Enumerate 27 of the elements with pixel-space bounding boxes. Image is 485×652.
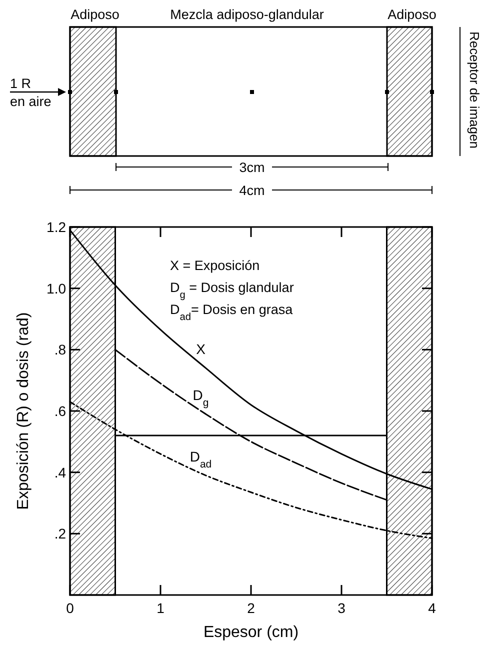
series-label: X (196, 341, 206, 358)
series-label: D$_{g}$ (192, 387, 209, 410)
text: 4cm (239, 183, 265, 198)
text: en aire (10, 94, 52, 109)
text: 3cm (239, 160, 265, 175)
text: Receptor de imagen (467, 31, 482, 149)
text: Adiposo (388, 7, 436, 22)
y-axis-title: Exposición (R) o dosis (rad) (15, 312, 32, 510)
y-tick-label: 1.2 (46, 219, 66, 235)
x-tick-label: 3 (338, 600, 346, 616)
y-tick-label: .8 (54, 342, 66, 358)
y-tick-label: .6 (54, 403, 66, 419)
annotation: D$_{ad}$= Dosis en grasa (170, 302, 294, 322)
x-tick-label: 0 (66, 600, 74, 616)
x-tick-label: 4 (428, 600, 436, 616)
series-label: D$_{ad}$ (190, 448, 212, 470)
text: 1 R (10, 76, 32, 91)
x-tick-label: 2 (247, 600, 256, 616)
y-tick-label: .2 (54, 526, 66, 542)
text: Mezcla adiposo-glandular (170, 7, 324, 22)
x-tick-label: 1 (156, 600, 165, 616)
annotation: D$_{g}$ = Dosis glandular (170, 280, 294, 300)
annotation: X = Exposición (170, 258, 260, 273)
y-tick-label: 1.0 (46, 280, 66, 296)
text: Adiposo (70, 7, 120, 22)
x-axis-title: Espesor (cm) (203, 624, 299, 641)
y-tick-label: .4 (54, 464, 66, 480)
